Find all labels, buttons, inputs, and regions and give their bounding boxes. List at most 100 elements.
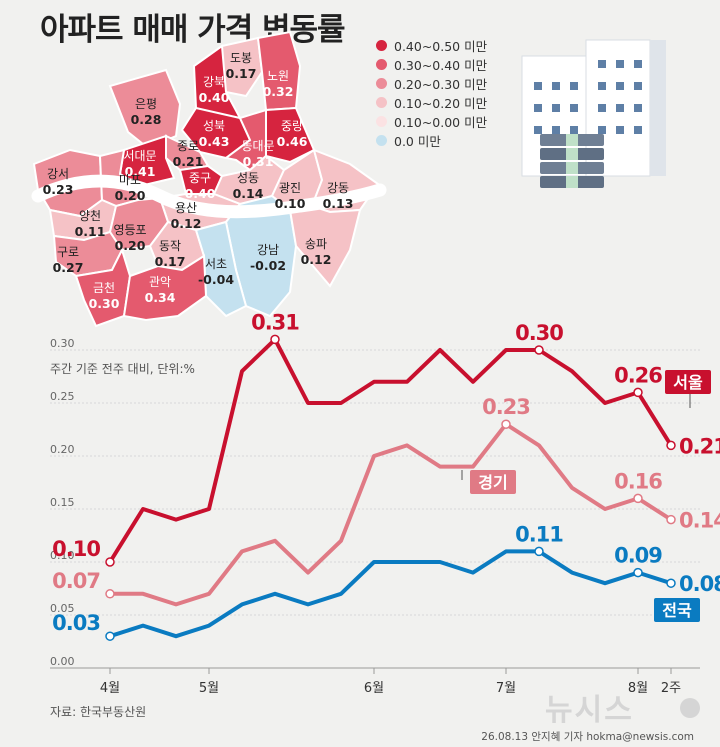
district-value: 0.28 xyxy=(131,112,162,127)
data-point-marker xyxy=(270,334,280,345)
credit-text: 26.08.13 안지혜 기자 hokma@newsis.com xyxy=(481,731,694,743)
district-value: 0.14 xyxy=(233,186,264,201)
legend-swatch xyxy=(376,40,387,51)
data-label: 0.08 xyxy=(679,572,720,596)
district-value: 0.41 xyxy=(125,164,156,179)
x-tick-label: 4월 xyxy=(100,681,120,696)
legend-item: 0.20~0.30 미만 xyxy=(376,74,487,93)
data-point-marker xyxy=(666,578,676,588)
data-point-marker xyxy=(633,567,643,578)
data-label: 0.07 xyxy=(52,569,100,593)
series-tag xyxy=(665,370,711,394)
district-name: 광진 xyxy=(279,181,301,195)
data-point-marker xyxy=(534,345,544,355)
district-name: 강남 xyxy=(257,243,279,257)
legend-label: 0.10~0.00 미만 xyxy=(394,115,488,130)
district-name: 도봉 xyxy=(230,51,252,65)
data-label: 0.31 xyxy=(251,310,299,334)
page-title: 아파트 매매 가격 변동률 xyxy=(40,12,346,48)
district-value: 0.12 xyxy=(171,216,202,231)
district-value: 0.11 xyxy=(75,224,106,239)
data-point-marker xyxy=(534,546,544,557)
y-tick-label: 0.00 xyxy=(50,655,75,668)
legend-swatch xyxy=(376,116,387,127)
tall-building-shade xyxy=(650,40,666,176)
x-tick-label: 2주 xyxy=(661,681,681,696)
data-point-marker xyxy=(105,631,115,641)
data-label: 0.14 xyxy=(679,509,720,533)
tall-building-windows xyxy=(598,60,642,134)
building-windows xyxy=(534,82,578,134)
district-value: -0.04 xyxy=(198,272,234,287)
legend-item: 0.40~0.50 미만 xyxy=(376,36,487,55)
district-value: -0.02 xyxy=(250,258,286,273)
district-region xyxy=(122,254,208,322)
legend-swatch xyxy=(376,97,387,108)
district-value: 0.12 xyxy=(301,252,332,267)
legend-label: 0.0 미만 xyxy=(394,134,441,149)
district-value: 0.31 xyxy=(243,154,274,169)
district-name: 송파 xyxy=(305,237,327,251)
legend-label: 0.40~0.50 미만 xyxy=(394,39,488,54)
district-name: 구로 xyxy=(57,245,79,259)
y-tick-label: 0.10 xyxy=(50,549,75,562)
district-value: 0.13 xyxy=(323,196,354,211)
watermark-logo xyxy=(680,698,700,718)
district-value: 0.23 xyxy=(43,182,74,197)
chart-data-labels: 0.10 0.31 0.30 0.26 0.21 0.07 0.23 0.16 0.14 0.03… xyxy=(52,310,720,635)
district-value: 0.40 xyxy=(185,186,216,201)
x-tick-label: 7월 xyxy=(496,681,516,696)
chart-unit-label: 주간 기준 전주 대비, 단위:% xyxy=(50,362,195,376)
district-value: 0.32 xyxy=(263,84,294,99)
chart-markers xyxy=(105,334,676,641)
x-tick-label: 5월 xyxy=(199,681,219,696)
y-tick-label: 0.20 xyxy=(50,443,75,456)
series-line-전국 xyxy=(109,549,672,639)
district-value: 0.43 xyxy=(199,134,230,149)
district-region xyxy=(108,196,170,252)
series-line-경기 xyxy=(110,422,673,607)
district-name: 양천 xyxy=(79,208,101,223)
y-tick-label: 0.30 xyxy=(50,337,75,350)
district-value: 0.30 xyxy=(89,296,120,311)
series-line-서울 xyxy=(108,337,673,564)
han-river xyxy=(31,174,387,219)
money-stack-icon xyxy=(540,134,604,188)
data-point-marker xyxy=(666,514,676,525)
legend-item: 0.30~0.40 미만 xyxy=(376,55,487,74)
district-region xyxy=(108,68,182,150)
source-text: 자료: 한국부동산원 xyxy=(50,705,146,719)
data-label: 0.10 xyxy=(52,537,100,561)
y-tick-label: 0.15 xyxy=(50,496,75,509)
series-tag-label: 서울 xyxy=(673,373,703,392)
district-name: 노원 xyxy=(267,69,289,83)
district-name: 성북 xyxy=(203,119,225,133)
chart-grid: 0.00 0.05 0.10 0.15 0.20 0.25 0.30 4월 5월 6월 7월 8월 2주 xyxy=(50,337,700,696)
x-tick-label: 6월 xyxy=(364,681,384,696)
district-name: 영등포 xyxy=(113,223,146,237)
district-name: 강북 xyxy=(203,75,225,89)
data-label: 0.21 xyxy=(679,434,720,458)
watermark-text: 뉴시스 xyxy=(545,693,634,728)
data-point-marker xyxy=(633,387,643,398)
district-name: 강서 xyxy=(47,167,69,181)
data-point-marker xyxy=(501,419,511,429)
district-value: 0.10 xyxy=(275,196,306,211)
data-point-marker xyxy=(105,589,115,599)
district-name: 동작 xyxy=(159,239,181,253)
y-tick-label: 0.25 xyxy=(50,390,75,403)
district-name: 은평 xyxy=(135,97,157,111)
data-label: 0.03 xyxy=(52,611,100,635)
series-tag xyxy=(470,470,516,494)
map-legend: 0.40~0.50 미만 0.30~0.40 미만 0.20~0.30 미만 0.10… xyxy=(376,36,487,150)
data-label: 0.16 xyxy=(614,469,662,493)
district-value: 0.20 xyxy=(115,188,146,203)
data-point-marker xyxy=(105,557,115,567)
district-name: 중랑 xyxy=(281,119,303,133)
data-label: 0.26 xyxy=(614,363,662,387)
y-tick-label: 0.05 xyxy=(50,602,75,615)
series-tag-label: 전국 xyxy=(662,601,692,620)
